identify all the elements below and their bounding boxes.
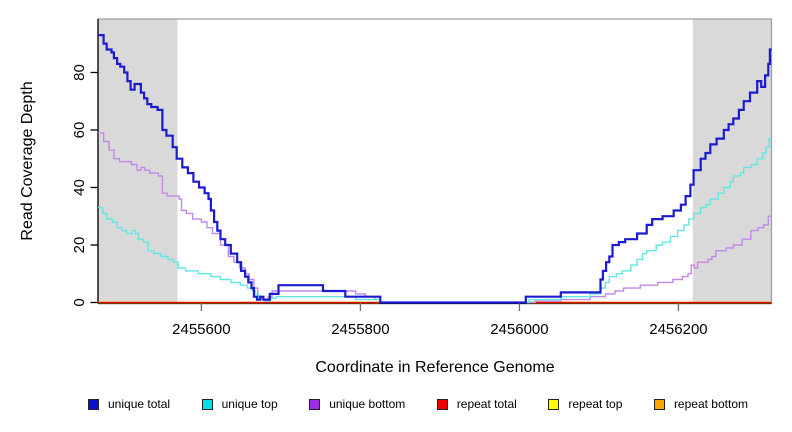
legend-item-repeat-total: repeat total	[436, 397, 517, 411]
shaded-region	[692, 19, 772, 304]
legend: unique total unique top unique bottom repea…	[88, 395, 748, 413]
y-tick-label: 40	[71, 179, 88, 196]
y-tick-label: 80	[71, 64, 88, 81]
x-axis-title: Coordinate in Reference Genome	[315, 359, 555, 376]
legend-swatch-repeat-bottom	[653, 398, 665, 410]
x-tick-label: 2456200	[649, 321, 707, 338]
legend-label-repeat-bottom: repeat bottom	[673, 397, 748, 411]
y-axis-title: Read Coverage Depth	[19, 81, 36, 241]
legend-label-unique-total: unique total	[108, 397, 171, 411]
legend-swatch-repeat-total	[436, 398, 448, 410]
coverage-plot: 0 20 40 60 80 2455600 2455800 2456000 2456200	[71, 18, 773, 338]
legend-item-unique-total: unique total	[88, 398, 170, 410]
x-tick-label: 2455800	[331, 321, 389, 338]
legend-item-unique-top: unique top	[201, 397, 278, 411]
legend-swatch-unique-top	[201, 398, 213, 410]
y-tick-label: 20	[71, 237, 88, 254]
plot-box	[97, 18, 773, 305]
series-line-unique-top	[98, 137, 772, 304]
shaded-region	[98, 19, 178, 304]
legend-label-unique-bottom: unique bottom	[329, 397, 406, 411]
legend-swatch-repeat-top	[548, 398, 560, 410]
legend-swatch-unique-bottom	[309, 398, 321, 410]
legend-item-repeat-bottom: repeat bottom	[653, 397, 748, 411]
legend-label-unique-top: unique top	[221, 397, 278, 411]
x-tick-label: 2456000	[490, 321, 548, 338]
y-tick-label: 60	[71, 122, 88, 139]
legend-item-repeat-top: repeat top	[548, 398, 622, 410]
series-line-unique-bottom	[98, 132, 772, 304]
series-line-unique-total	[98, 34, 772, 304]
legend-swatch-unique-total	[88, 398, 99, 410]
y-tick-label: 0	[71, 298, 88, 306]
legend-label-repeat-top: repeat top	[568, 397, 623, 411]
x-tick-label: 2455600	[172, 321, 230, 338]
legend-label-repeat-total: repeat total	[456, 397, 517, 411]
legend-item-unique-bottom: unique bottom	[309, 398, 405, 410]
